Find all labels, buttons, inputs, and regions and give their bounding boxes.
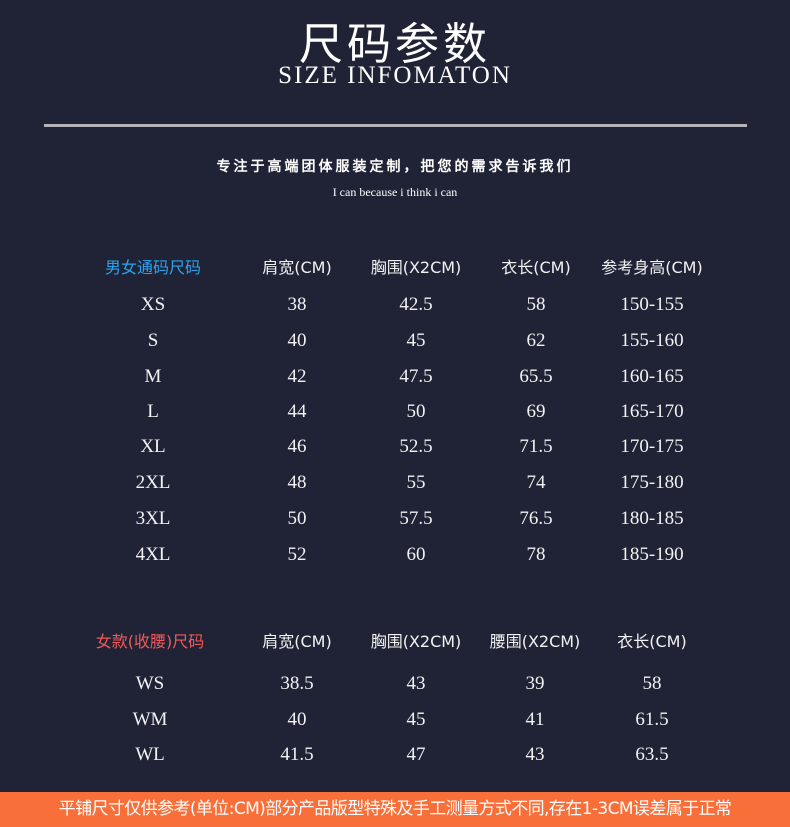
size-label: L: [147, 401, 159, 422]
table-cell: 38: [287, 294, 307, 315]
table-cell: 52.5: [399, 436, 433, 457]
size-label: XS: [140, 294, 166, 315]
column-header: 参考身高(CM): [601, 258, 703, 277]
table-cell: 44: [287, 401, 307, 422]
table-cell: 71.5: [519, 436, 553, 457]
table-cell: 39: [525, 673, 545, 694]
slogan: 专注于高端团体服装定制，把您的需求告诉我们: [216, 159, 574, 175]
table-cell: 38.5: [280, 673, 314, 694]
table-cell: 41.5: [280, 744, 314, 765]
table-cell: 185-190: [620, 544, 684, 565]
table-cell: 46: [287, 436, 307, 457]
table-cell: 58: [642, 673, 662, 694]
table-cell: 45: [406, 709, 426, 730]
table-cell: 57.5: [399, 508, 433, 529]
table-cell: 50: [287, 508, 307, 529]
table-cell: 42.5: [399, 294, 433, 315]
size-label: 4XL: [135, 544, 171, 565]
table-cell: 52: [287, 544, 307, 565]
size-label: 3XL: [135, 508, 171, 529]
column-header: 衣长(CM): [617, 632, 687, 651]
column-header: 男女通码尺码: [104, 258, 202, 277]
table-cell: 55: [406, 472, 426, 493]
table-cell: 180-185: [620, 508, 684, 529]
table-cell: 165-170: [620, 401, 684, 422]
footer-note: 平铺尺寸仅供参考(单位:CM)部分产品版型特殊及手工测量方式不同,存在1-3CM…: [0, 792, 790, 827]
size-label: XL: [140, 436, 166, 457]
motto: I can because i think i can: [332, 185, 458, 199]
table-cell: 175-180: [620, 472, 684, 493]
column-header: 肩宽(CM): [262, 258, 332, 277]
divider: [44, 124, 747, 127]
table-cell: 40: [287, 709, 307, 730]
table-cell: 78: [526, 544, 546, 565]
table-cell: 160-165: [620, 366, 684, 387]
table-cell: 63.5: [635, 744, 669, 765]
table-cell: 45: [406, 330, 426, 351]
table-cell: 43: [406, 673, 426, 694]
column-header: 女款(收腰)尺码: [95, 632, 205, 651]
table-cell: 58: [526, 294, 546, 315]
column-header: 腰围(X2CM): [489, 632, 581, 651]
table-cell: 48: [287, 472, 307, 493]
table-cell: 50: [406, 401, 426, 422]
size-label: 2XL: [135, 472, 171, 493]
table-cell: 47.5: [399, 366, 433, 387]
page-title: 尺码参数: [299, 19, 491, 70]
size-label: WS: [135, 673, 165, 694]
size-label: M: [144, 366, 162, 387]
table-cell: 170-175: [620, 436, 684, 457]
table-cell: 41: [525, 709, 545, 730]
column-header: 胸围(X2CM): [370, 632, 462, 651]
table-cell: 76.5: [519, 508, 553, 529]
column-header: 肩宽(CM): [262, 632, 332, 651]
table-cell: 69: [526, 401, 546, 422]
size-label: WL: [135, 744, 165, 765]
table-cell: 62: [526, 330, 546, 351]
table-cell: 155-160: [620, 330, 684, 351]
table-cell: 40: [287, 330, 307, 351]
column-header: 胸围(X2CM): [370, 258, 462, 277]
table-cell: 43: [525, 744, 545, 765]
table-cell: 150-155: [620, 294, 684, 315]
size-label: WM: [132, 709, 168, 730]
page-subtitle: SIZE INFOMATON: [278, 62, 512, 89]
table-cell: 60: [406, 544, 426, 565]
size-label: S: [147, 330, 159, 351]
table-cell: 42: [287, 366, 307, 387]
table-cell: 74: [526, 472, 546, 493]
table-cell: 65.5: [519, 366, 553, 387]
table-cell: 61.5: [635, 709, 669, 730]
table-cell: 47: [406, 744, 426, 765]
column-header: 衣长(CM): [501, 258, 571, 277]
